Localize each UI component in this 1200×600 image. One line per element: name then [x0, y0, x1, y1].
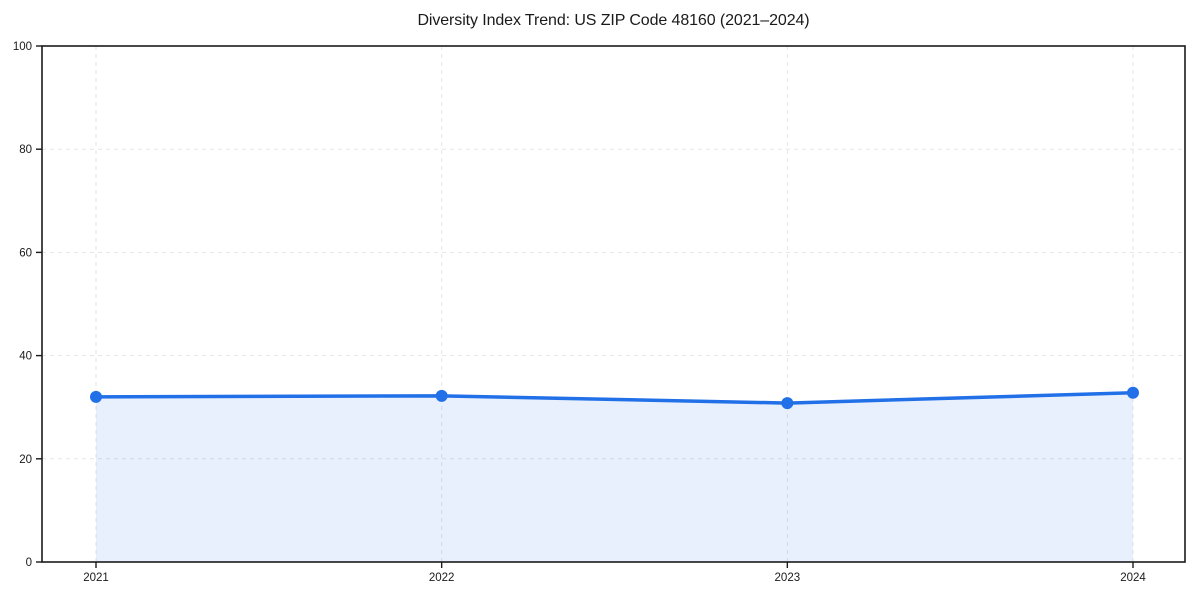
data-point-marker: [781, 397, 794, 410]
trend-line: [94, 391, 1135, 405]
y-tick-label: 20: [19, 454, 32, 466]
y-tick-label: 40: [19, 351, 32, 363]
x-tick-label: 2022: [429, 572, 455, 584]
y-tick-label: 100: [13, 41, 32, 53]
y-tick-label: 0: [26, 557, 32, 569]
data-point-marker: [435, 389, 448, 402]
data-point-marker: [1127, 386, 1139, 399]
data-point-marker: [90, 390, 102, 403]
y-tick-label: 80: [19, 144, 32, 156]
y-tick-label: 60: [19, 247, 32, 259]
x-tick-label: 2024: [1120, 572, 1146, 584]
area-fill: [96, 392, 1133, 562]
chart-title: Diversity Index Trend: US ZIP Code 48160…: [417, 12, 810, 29]
plot-border: [41, 45, 1186, 563]
x-tick-label: 2021: [83, 572, 109, 584]
x-tick-label: 2023: [775, 572, 801, 584]
